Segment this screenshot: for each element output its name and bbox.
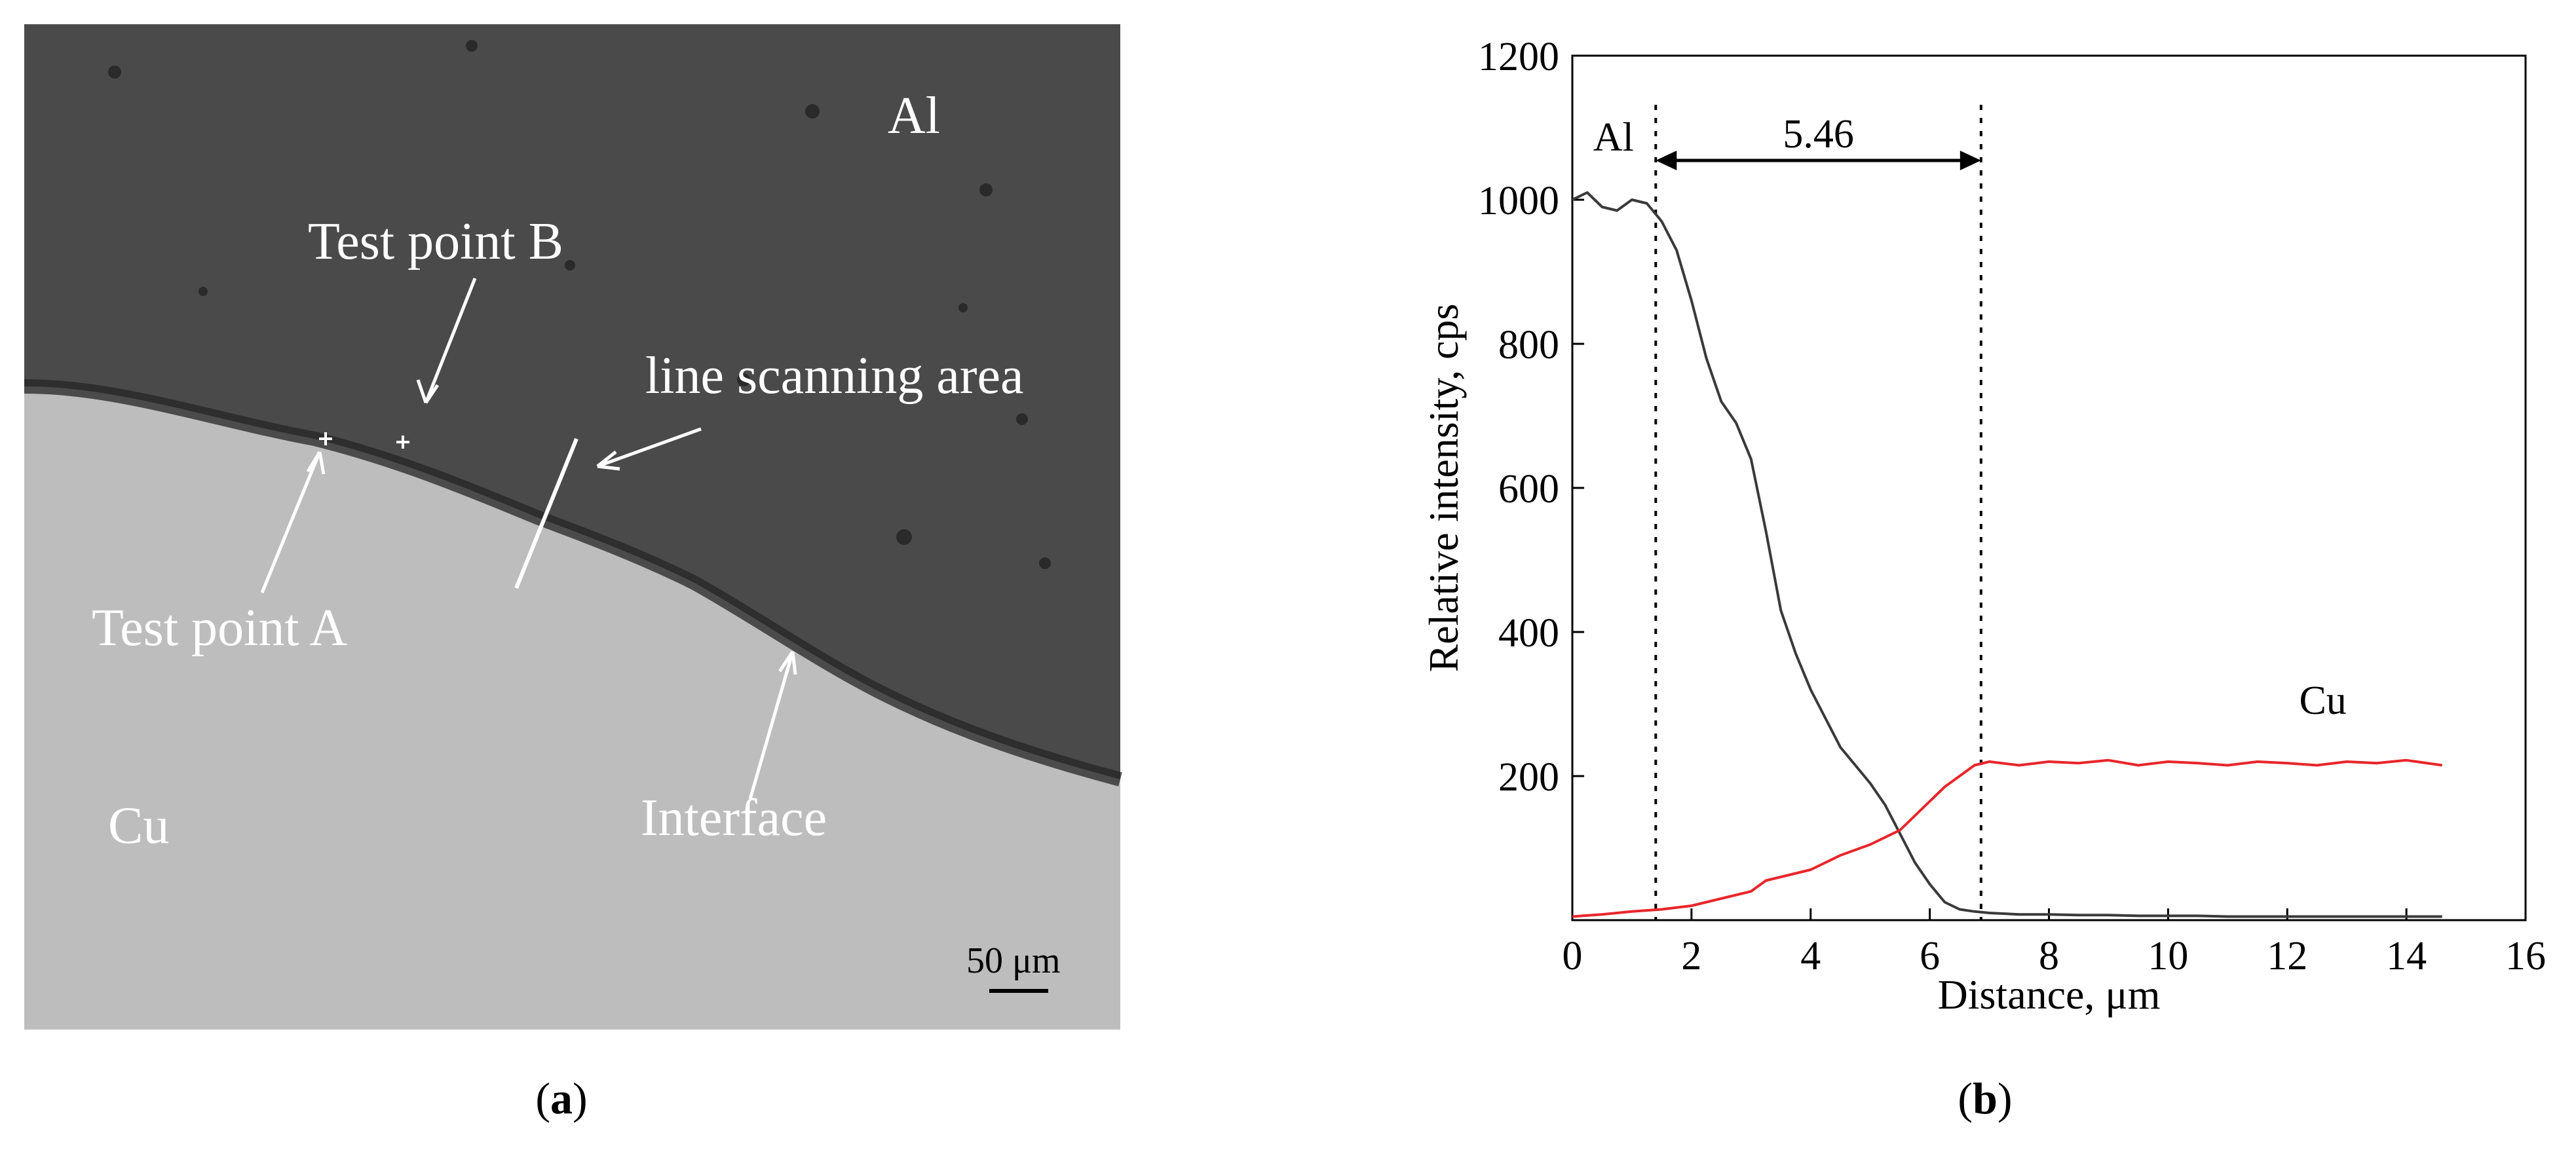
x-tick-label: 10	[2148, 934, 2188, 978]
caption-a-letter: a	[550, 1073, 573, 1123]
pore	[1039, 557, 1051, 569]
annotation-cu: Cu	[2299, 678, 2346, 723]
label-line-scan: line scanning area	[645, 347, 1024, 405]
y-tick-label: 1000	[1478, 179, 1559, 223]
test-point-b-arrow	[424, 278, 477, 403]
line-scan-arrow	[597, 427, 702, 468]
test-point-a-arrow	[260, 451, 322, 593]
axis-ticks	[1571, 54, 2527, 920]
label-test-point-a: Test point A	[92, 599, 347, 657]
label-interface: Interface	[641, 789, 827, 847]
x-tick-label: 4	[1800, 934, 1821, 978]
pore	[805, 104, 820, 119]
pore	[1016, 413, 1028, 425]
pores	[108, 40, 1051, 569]
x-tick-label: 0	[1563, 934, 1583, 978]
y-tick-label: 1200	[1478, 35, 1559, 79]
pore	[958, 303, 968, 312]
pore	[979, 183, 993, 196]
x-tick-label: 8	[2039, 934, 2059, 978]
annotation-al: Al	[1593, 115, 1634, 160]
series-line-al	[1572, 191, 2442, 918]
test-point-a-marker	[319, 432, 332, 445]
pore	[896, 529, 912, 545]
interface-arrowhead	[778, 650, 797, 675]
test-point-b-marker	[396, 436, 409, 449]
annotations-a	[260, 278, 797, 800]
y-tick-label: 200	[1498, 755, 1559, 800]
x-tick-label: 14	[2386, 934, 2427, 978]
x-tick-label: 2	[1681, 934, 1701, 978]
label-cu: Cu	[108, 797, 169, 855]
y-tick-label: 800	[1498, 323, 1559, 367]
tick-labels: 0 2 4 6 8 10 12 14 16 200 400 600 800 1000 1200	[1478, 35, 2546, 978]
pore	[199, 287, 208, 296]
y-tick-label: 600	[1498, 467, 1559, 511]
width-arrowhead-right	[1960, 151, 1981, 170]
interface-band	[24, 379, 1122, 787]
line-scan-arrowhead	[596, 451, 620, 471]
caption-b: (b)	[1958, 1073, 2012, 1123]
pore	[737, 373, 750, 386]
interface-arrow	[748, 651, 795, 800]
scale-bar-label: 50 μm	[966, 940, 1061, 981]
x-axis-label: Distance, μm	[1938, 971, 2161, 1018]
line-scan-chart: 0 2 4 6 8 10 12 14 16 200 400 600 800 1000 1200 Distan…	[1420, 35, 2546, 1018]
test-point-a-arrowhead	[306, 451, 326, 475]
label-test-point-b: Test point B	[308, 213, 563, 270]
test-point-b-arrowhead	[416, 379, 440, 404]
x-tick-label: 12	[2267, 934, 2307, 978]
y-tick-label: 400	[1498, 611, 1559, 656]
line-scanning-segment	[514, 437, 578, 589]
pore	[108, 65, 121, 79]
caption-b-letter: b	[1973, 1073, 1998, 1123]
micrograph-cu-region	[24, 386, 1120, 1030]
pore	[565, 260, 575, 270]
caption-a: (a)	[535, 1073, 587, 1123]
pore	[466, 40, 478, 52]
label-al: Al	[888, 87, 940, 145]
x-tick-label: 6	[1920, 934, 1940, 978]
x-tick-label: 16	[2505, 934, 2546, 978]
guides	[1654, 105, 1982, 920]
width-arrowhead-left	[1656, 151, 1677, 170]
series-group	[1572, 191, 2442, 918]
y-axis-label: Relative intensity, cps	[1420, 304, 1467, 673]
plot-frame	[1571, 54, 2527, 921]
series-line-cu	[1572, 758, 2442, 918]
annotation-width: 5.46	[1783, 112, 1854, 157]
panel-a: Al Cu Test point B Test point A line sca…	[24, 24, 1122, 1030]
